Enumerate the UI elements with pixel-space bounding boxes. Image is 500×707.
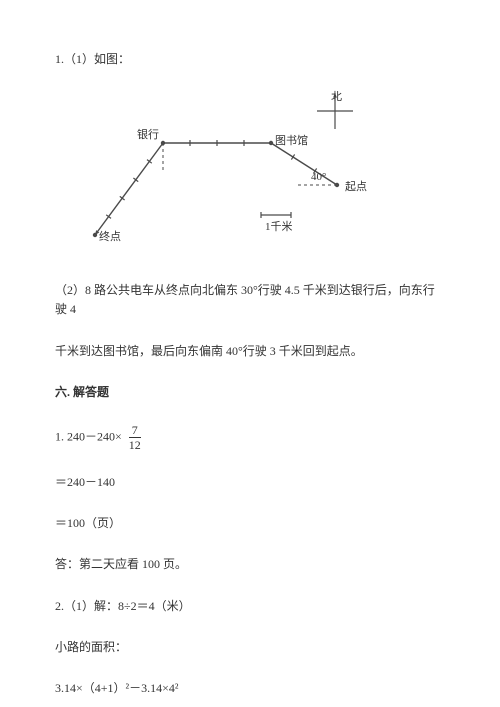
eq1: 1. 240－240× 7 12 — [55, 424, 445, 451]
eq3: ＝100（页） — [55, 514, 445, 533]
q1-part2-line2: 千米到达图书馆，最后向东偏南 40°行驶 3 千米回到起点。 — [55, 342, 445, 361]
q2-step3: 3.14×（4+1）²－3.14×4² — [55, 679, 445, 698]
angle40-label: 40° — [311, 169, 326, 187]
eq1-fraction: 7 12 — [129, 424, 141, 451]
eq2: ＝240－140 — [55, 473, 445, 492]
eq1-prefix: 1. 240－240× — [55, 429, 122, 443]
compass-north-label: 北 — [331, 89, 342, 107]
route-diagram: 北 银行 图书馆 起点 终点 40° 1千米 — [75, 91, 395, 261]
q2-step1: 2.（1）解：8÷2＝4（米） — [55, 597, 445, 616]
eq1-num: 7 — [129, 424, 141, 438]
q1-part2-line1: （2）8 路公共电车从终点向北偏东 30°行驶 4.5 千米到达银行后，向东行驶… — [55, 281, 445, 319]
bank-label: 银行 — [137, 127, 159, 145]
terminal-label: 终点 — [99, 229, 121, 247]
q2-step2: 小路的面积： — [55, 638, 445, 657]
scale-label: 1千米 — [265, 219, 293, 237]
diagram-svg — [75, 91, 395, 261]
section6-header: 六. 解答题 — [55, 383, 445, 402]
library-label: 图书馆 — [275, 133, 308, 151]
origin-label: 起点 — [345, 179, 367, 197]
eq1-den: 12 — [129, 438, 141, 451]
q1-header: 1.（1）如图： — [55, 50, 445, 69]
answer1: 答：第二天应看 100 页。 — [55, 555, 445, 574]
